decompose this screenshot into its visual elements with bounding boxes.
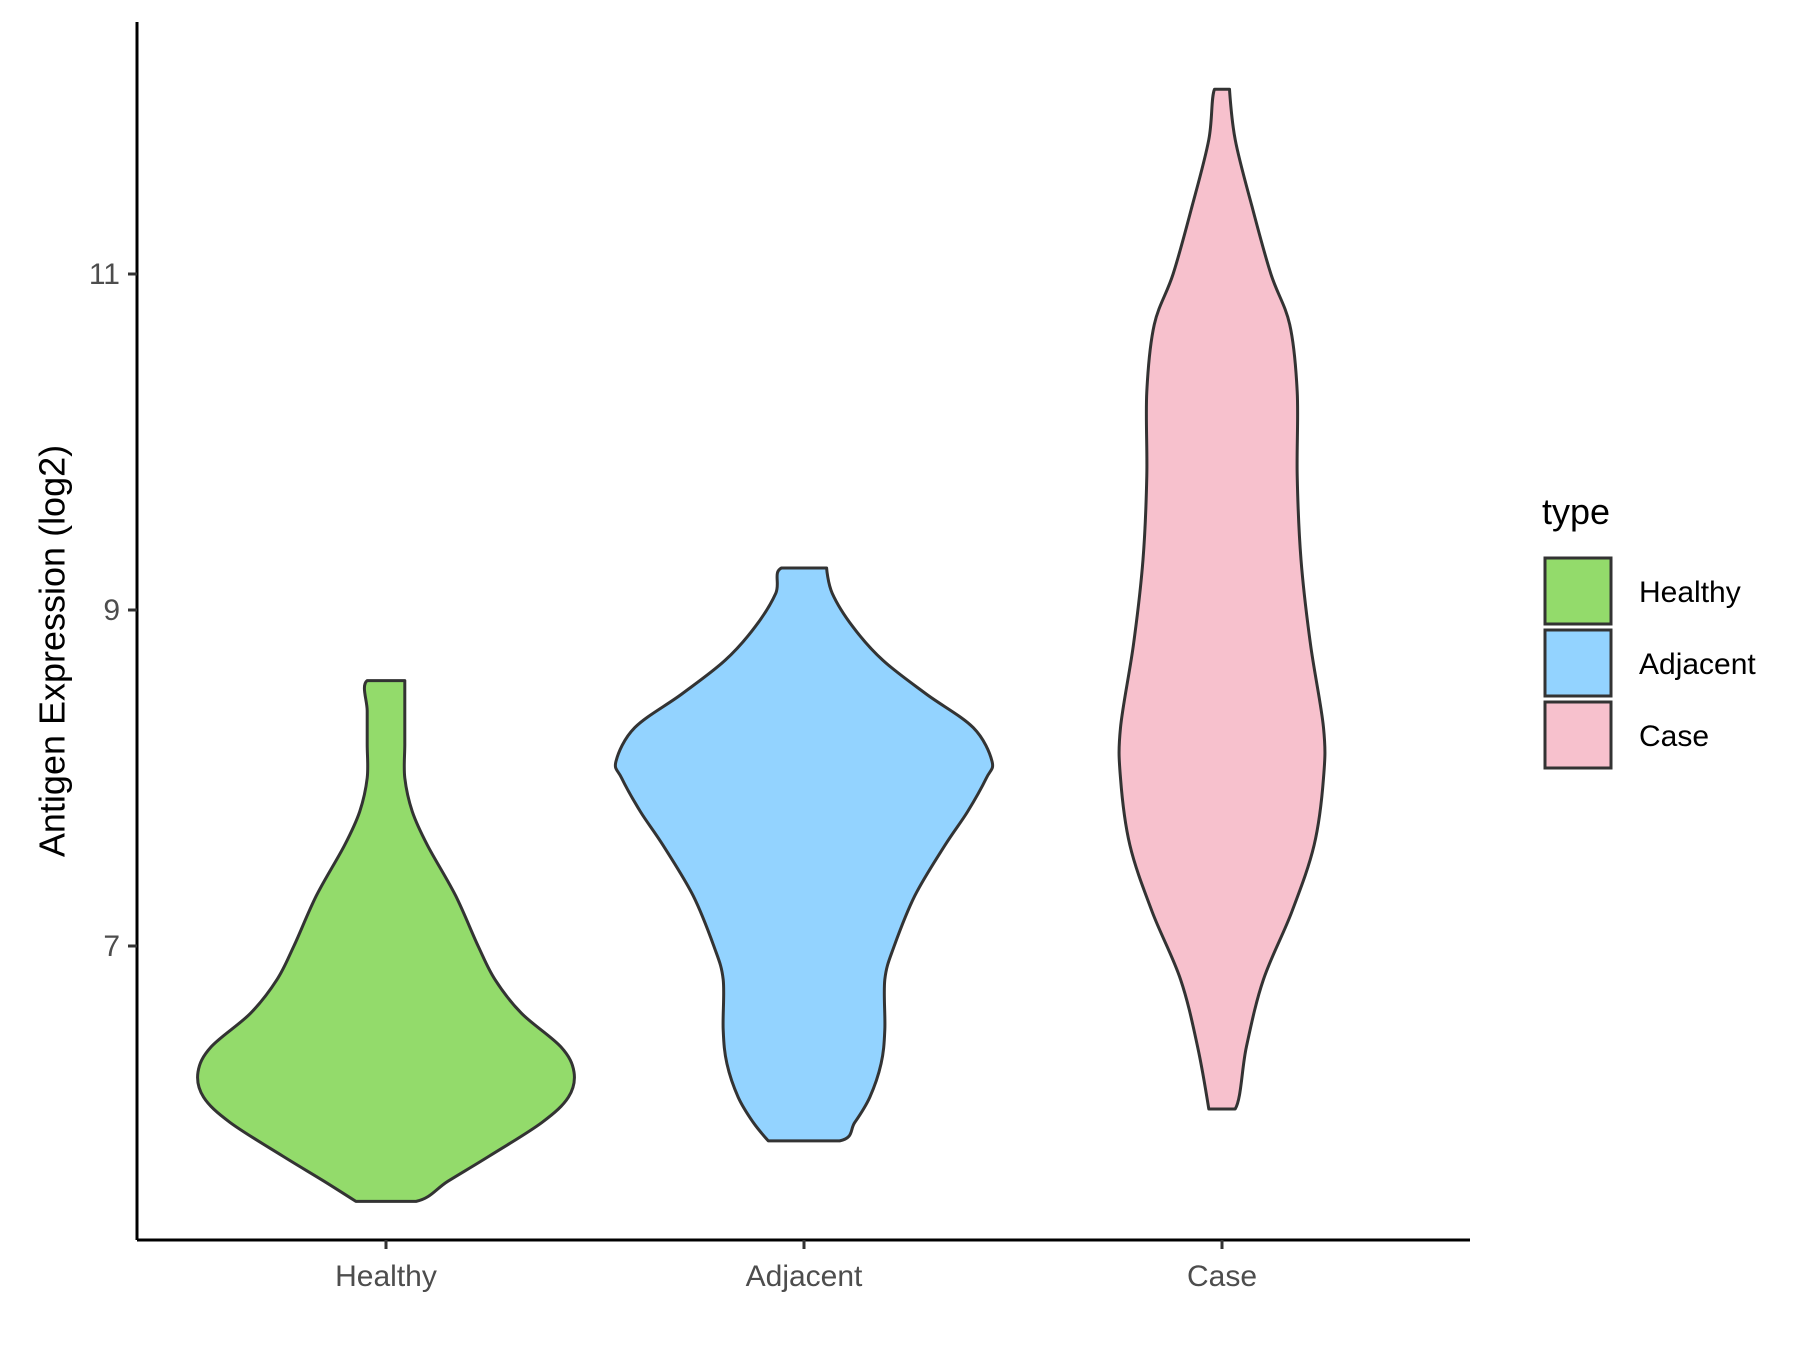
x-axis-ticks: Healthy Adjacent Case	[335, 1240, 1257, 1293]
violin-layer	[196, 87, 1327, 1203]
violin-healthy	[196, 679, 576, 1203]
legend-items: Healthy Adjacent Case	[1543, 556, 1756, 770]
legend: type Healthy Adjacent Case	[1542, 491, 1756, 770]
y-tick-label: 7	[103, 930, 120, 963]
legend-key-healthy	[1543, 556, 1613, 626]
y-axis-ticks: 7 9 11	[89, 258, 137, 963]
y-tick-label: 9	[103, 594, 120, 627]
legend-label-case: Case	[1639, 720, 1709, 753]
x-tick-label: Healthy	[335, 1260, 437, 1293]
legend-key-adjacent	[1543, 628, 1613, 698]
x-tick-label: Case	[1187, 1260, 1257, 1293]
y-axis-title: Antigen Expression (log2)	[32, 445, 73, 857]
violin-adjacent	[613, 566, 995, 1143]
legend-label-adjacent: Adjacent	[1639, 648, 1756, 681]
x-tick-label: Adjacent	[746, 1260, 863, 1293]
violin-case	[1117, 87, 1327, 1111]
legend-key-case	[1543, 700, 1613, 770]
y-tick-label: 11	[89, 258, 120, 291]
legend-label-healthy: Healthy	[1639, 576, 1741, 609]
legend-title: type	[1542, 491, 1610, 532]
